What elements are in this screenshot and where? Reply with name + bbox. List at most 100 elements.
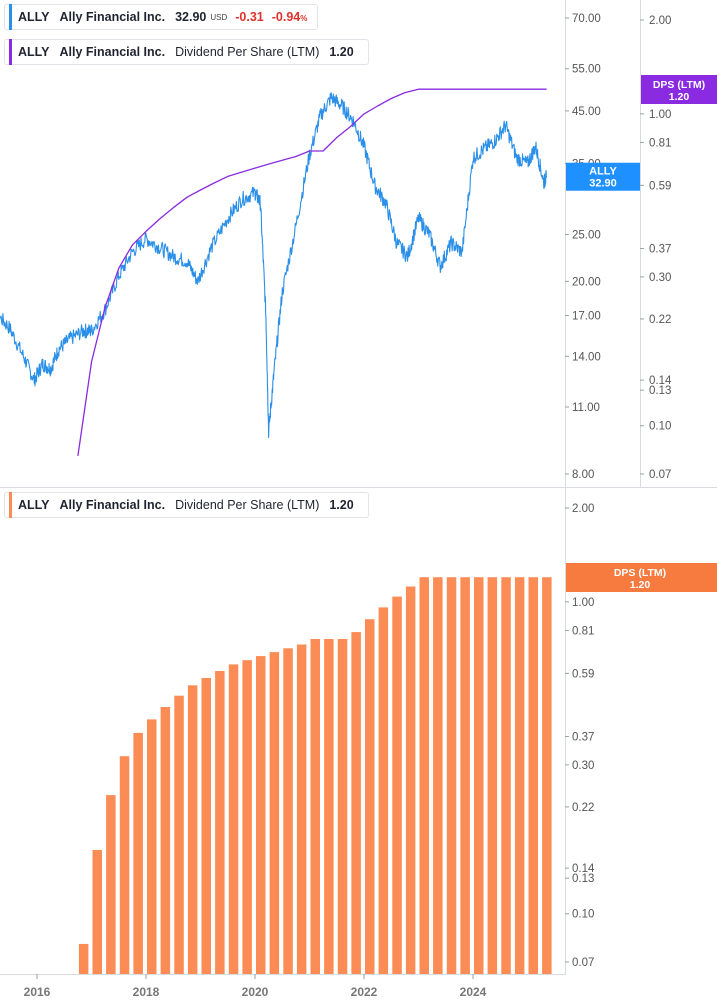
dps-bar-7 — [174, 695, 184, 974]
dps-bar-16 — [296, 644, 307, 974]
dps-bottom-axis-tick-10: 0.07 — [572, 957, 594, 969]
dps-bottom-axis-tick-5: 0.30 — [572, 760, 594, 772]
dps-bar-15 — [283, 648, 293, 974]
price-axis-tick-1: 55.00 — [572, 64, 601, 76]
dps-bottom-axis-tick-7: 0.14 — [572, 863, 595, 875]
dps-bottom-badge-value: 1.20 — [630, 579, 651, 591]
dps-bar-6 — [160, 707, 171, 974]
price-axis-tick-6: 17.00 — [572, 311, 601, 323]
dps-bar-22 — [378, 607, 389, 974]
dps-bar-14 — [269, 652, 280, 974]
price-axis-tick-8: 11.00 — [572, 402, 600, 414]
dps-top-axis-tick-4: 0.37 — [649, 244, 671, 256]
price-legend-currency: USD — [210, 12, 228, 22]
dps-top-badge-label: DPS (LTM) — [653, 79, 705, 91]
dps-bar-20 — [351, 632, 361, 974]
time-axis-tick-0: 2016 — [24, 985, 51, 999]
dps-bar-33 — [528, 577, 538, 974]
dps-bottom-badge-label: DPS (LTM) — [614, 567, 666, 579]
dps-bar-17 — [310, 639, 320, 974]
dps-bar-29 — [474, 577, 484, 974]
dps-bar-1 — [92, 850, 102, 974]
dps-top-ticker: ALLY — [18, 45, 50, 59]
dps-bar-32 — [514, 577, 525, 974]
dps-top-axis-tick-7: 0.14 — [649, 375, 672, 387]
price-badge-value: 32.90 — [589, 178, 617, 190]
price-legend-company: Ally Financial Inc. — [59, 10, 166, 24]
time-axis-tick-3: 2022 — [351, 985, 378, 999]
price-axis-tick-2: 45.00 — [572, 106, 601, 118]
dps-bar-4 — [133, 732, 143, 974]
dps-bottom-axis-tick-1: 1.00 — [572, 597, 594, 609]
dps-bottom-axis-tick-6: 0.22 — [572, 802, 594, 814]
dps-bottom-axis-tick-4: 0.37 — [572, 732, 594, 744]
dps-bottom-ticker: ALLY — [18, 498, 50, 512]
dps-bottom-axis-tick-9: 0.10 — [572, 909, 594, 921]
dps-bar-25 — [419, 577, 429, 974]
dps-bottom-axis-tick-0: 2.00 — [572, 503, 594, 515]
dps-bar-24 — [405, 586, 416, 974]
time-axis-tick-4: 2024 — [460, 985, 487, 999]
dps-bottom-company: Ally Financial Inc. — [59, 498, 166, 512]
dps-bar-12 — [242, 660, 252, 974]
dps-top-axis-tick-3: 0.59 — [649, 180, 671, 192]
dps-bottom-swatch — [9, 492, 12, 518]
price-axis-tick-5: 20.00 — [572, 276, 601, 288]
price-axis-tick-9: 8.00 — [572, 469, 594, 481]
dps-top-axis-tick-0: 2.00 — [649, 15, 671, 27]
dps-bar-31 — [501, 577, 511, 974]
dps-top-axis-tick-6: 0.22 — [649, 314, 671, 326]
dps-bottom-axis-tick-8: 0.13 — [572, 873, 594, 885]
price-legend[interactable]: ALLY Ally Financial Inc. 32.90 USD -0.31… — [4, 4, 319, 30]
dps-bar-3 — [119, 756, 130, 974]
dps-bar-0 — [78, 943, 89, 974]
dps-top-axis-tick-5: 0.30 — [649, 272, 671, 284]
dps-top-company: Ally Financial Inc. — [59, 45, 166, 59]
dps-bar-23 — [392, 596, 402, 974]
price-legend-value: 32.90 — [175, 10, 207, 24]
price-badge-ticker: ALLY — [589, 166, 617, 178]
price-axis-tick-4: 25.00 — [572, 229, 601, 241]
price-badge — [566, 162, 640, 191]
dps-bottom-badge — [566, 563, 717, 592]
dps-bar-13 — [256, 656, 266, 974]
dps-bar-34 — [542, 577, 552, 974]
dps-bar-21 — [365, 619, 375, 974]
dps-bottom-value: 1.20 — [329, 498, 354, 512]
dps-bottom-axis-tick-3: 0.59 — [572, 668, 594, 680]
dps-bar-27 — [446, 577, 457, 974]
dps-bar-5 — [147, 719, 157, 974]
price-legend-change: -0.31 — [235, 10, 264, 24]
price-legend-change-pct: -0.94% — [271, 10, 308, 24]
dps-top-swatch — [9, 39, 12, 65]
dps-top-badge — [641, 75, 717, 104]
time-axis-tick-2: 2020 — [242, 985, 269, 999]
price-axis-tick-7: 14.00 — [572, 351, 601, 363]
price-series-line — [0, 92, 548, 439]
dps-bar-18 — [324, 639, 334, 974]
dps-top-axis-tick-10: 0.07 — [649, 469, 671, 481]
dps-top-badge-value: 1.20 — [669, 91, 690, 103]
time-axis-tick-1: 2018 — [133, 985, 160, 999]
dps-legend-bottom[interactable]: ALLY Ally Financial Inc. Dividend Per Sh… — [4, 492, 369, 518]
dps-bottom-axis-tick-2: 0.81 — [572, 625, 594, 637]
dps-top-value: 1.20 — [329, 45, 354, 59]
dps-legend-top[interactable]: ALLY Ally Financial Inc. Dividend Per Sh… — [4, 39, 369, 65]
dps-bar-2 — [106, 795, 116, 974]
dps-series-line — [77, 88, 547, 456]
dps-bar-10 — [215, 671, 225, 974]
dps-top-axis-tick-2: 0.81 — [649, 137, 671, 149]
dps-top-axis-tick-8: 0.13 — [649, 385, 671, 397]
price-axis-tick-0: 70.00 — [572, 13, 601, 25]
price-swatch — [9, 4, 12, 30]
dps-bar-26 — [433, 577, 443, 974]
dps-bar-9 — [201, 678, 211, 974]
dps-bar-28 — [460, 577, 470, 974]
dps-bar-11 — [228, 664, 239, 974]
dps-bar-19 — [337, 639, 348, 974]
price-legend-ticker: ALLY — [18, 10, 50, 24]
dps-bar-8 — [187, 685, 198, 974]
dps-bar-30 — [487, 577, 498, 974]
dps-bottom-metric: Dividend Per Share (LTM) — [175, 498, 320, 512]
